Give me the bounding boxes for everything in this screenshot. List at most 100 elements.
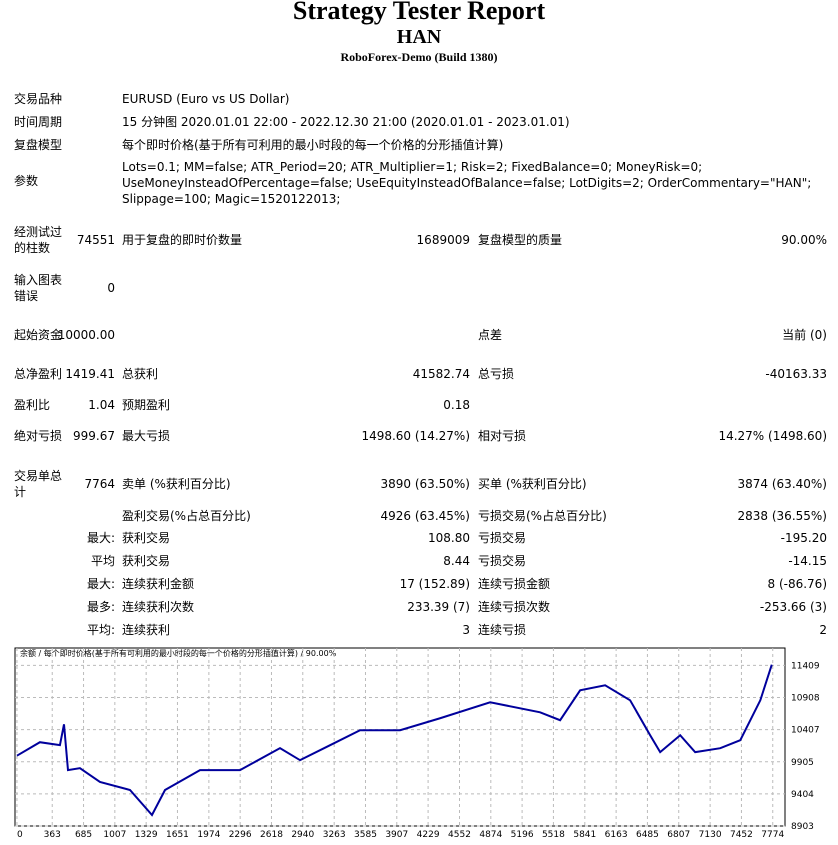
x-tick-label: 4552 [448, 830, 471, 840]
stat-value: -40163.33 [765, 367, 827, 381]
stat-value: 4926 (63.45%) [380, 509, 470, 523]
x-tick-label: 5841 [573, 830, 596, 840]
info-label: 时间周期 [14, 115, 63, 129]
stat-label: 总净盈利 [14, 367, 63, 381]
stat-value: 1689009 [416, 233, 470, 247]
info-label: 复盘模型 [14, 138, 63, 152]
x-tick-label: 7130 [699, 830, 722, 840]
stat-value: 233.39 (7) [407, 600, 470, 614]
balance-chart: 余额 / 每个即时价格(基于所有可利用的最小时段的每一个价格的分形插值计算) /… [14, 647, 820, 840]
x-tick-label: 3263 [323, 830, 346, 840]
stat-value: 3 [462, 623, 470, 637]
stat-label: 最大亏损 [122, 429, 171, 443]
stat-label: 买单 (%获利百分比) [478, 477, 587, 491]
stat-label: 连续亏损金额 [478, 577, 551, 591]
stat-value: 17 (152.89) [399, 577, 470, 591]
stat-value: 1419.41 [65, 367, 115, 381]
stat-label: 盈利交易(%占总百分比) [122, 509, 251, 523]
x-tick-label: 0 [17, 830, 23, 840]
stat-value: 0.18 [443, 398, 470, 412]
info-value: EURUSD (Euro vs US Dollar) [122, 92, 290, 106]
info-value: 每个即时价格(基于所有可利用的最小时段的每一个价格的分形插值计算) [122, 138, 504, 152]
stat-label: 连续亏损次数 [478, 600, 551, 614]
stat-value: 999.67 [73, 429, 115, 443]
y-tick-label: 9404 [791, 790, 814, 800]
x-tick-label: 4874 [479, 830, 502, 840]
y-tick-label: 10908 [791, 693, 820, 703]
stat-label: 连续获利次数 [122, 600, 195, 614]
x-tick-label: 7452 [730, 830, 753, 840]
report-title: Strategy Tester Report [292, 0, 546, 25]
stat-value: 10000.00 [57, 328, 115, 342]
x-tick-label: 3907 [385, 830, 408, 840]
chart-title: 余额 / 每个即时价格(基于所有可利用的最小时段的每一个价格的分形插值计算) /… [20, 648, 337, 658]
stat-label: 输入图表错误 [14, 273, 63, 303]
stat-value: -253.66 (3) [759, 600, 827, 614]
stat-value: 7764 [84, 477, 115, 491]
stat-value: 1498.60 (14.27%) [361, 429, 470, 443]
report-subtitle: HAN [396, 26, 442, 48]
x-tick-label: 6163 [605, 830, 628, 840]
y-tick-label: 8903 [791, 822, 814, 832]
stat-value: -14.15 [788, 554, 827, 568]
stat-label: 盈利比 [14, 398, 51, 412]
stat-label: 获利交易 [122, 554, 171, 568]
info-value: 15 分钟图 2020.01.01 22:00 - 2022.12.30 21:… [122, 115, 570, 129]
stat-value: 当前 (0) [782, 328, 827, 342]
x-tick-label: 4229 [417, 830, 440, 840]
stat-label: 交易单总计 [14, 469, 63, 499]
info-value: Lots=0.1; MM=false; ATR_Period=20; ATR_M… [122, 160, 812, 206]
stat-label: 获利交易 [122, 531, 171, 545]
stat-label: 亏损交易 [478, 554, 527, 568]
x-tick-label: 1651 [166, 830, 189, 840]
stat-label: 相对亏损 [478, 429, 527, 443]
y-tick-label: 9905 [791, 758, 814, 768]
stat-value: 8 (-86.76) [767, 577, 828, 591]
stat-label: 连续获利 [122, 623, 171, 637]
plot-frame [14, 647, 786, 827]
stat-label: 经测试过的柱数 [14, 225, 63, 255]
stat-label: 绝对亏损 [14, 429, 63, 443]
x-tick-label: 685 [75, 830, 92, 840]
x-tick-label: 1007 [103, 830, 126, 840]
x-tick-label: 5518 [542, 830, 565, 840]
x-tick-label: 6485 [636, 830, 659, 840]
stat-label: 亏损交易(%占总百分比) [478, 509, 607, 523]
y-tick-label: 11409 [791, 661, 820, 671]
stat-label: 卖单 (%获利百分比) [122, 477, 231, 491]
info-label: 参数 [14, 174, 39, 188]
stat-label: 总亏损 [478, 367, 515, 381]
stat-value: 74551 [76, 233, 115, 247]
stat-value: 8.44 [443, 554, 470, 568]
stat-label: 复盘模型的质量 [478, 233, 563, 247]
stat-label: 预期盈利 [122, 398, 171, 412]
stat-value: 2 [819, 623, 827, 637]
y-tick-label: 10407 [791, 726, 820, 736]
stat-label: 连续获利金额 [122, 577, 195, 591]
info-label: 交易品种 [14, 92, 63, 106]
stat-value: 41582.74 [412, 367, 470, 381]
stat-value: 2838 (36.55%) [737, 509, 827, 523]
x-tick-label: 3585 [354, 830, 377, 840]
stat-label: 亏损交易 [478, 531, 527, 545]
balance-line [16, 664, 773, 817]
stat-value: 平均 [90, 554, 115, 568]
stat-label: 总获利 [122, 367, 159, 381]
stat-value: 1.04 [88, 398, 115, 412]
stat-label: 起始资金 [14, 328, 63, 342]
stat-label: 点差 [478, 328, 503, 342]
stat-value: 90.00% [781, 233, 827, 247]
x-tick-label: 6807 [667, 830, 690, 840]
stat-value: 108.80 [428, 531, 470, 545]
x-tick-label: 1329 [135, 830, 158, 840]
x-tick-label: 2618 [260, 830, 283, 840]
stat-value: -195.20 [780, 531, 827, 545]
x-tick-label: 7774 [761, 830, 784, 840]
x-tick-label: 2296 [229, 830, 252, 840]
x-tick-label: 1974 [197, 830, 220, 840]
x-tick-label: 5196 [511, 830, 534, 840]
stat-label: 连续亏损 [478, 623, 527, 637]
stat-value: 3874 (63.40%) [737, 477, 827, 491]
stat-value: 最大: [86, 577, 115, 591]
